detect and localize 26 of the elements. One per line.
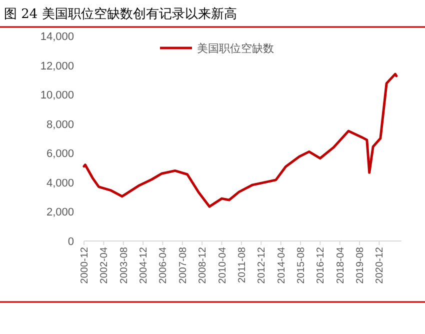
x-tick-label: 2000-12 (80, 246, 90, 284)
legend-label: 美国职位空缺数 (197, 42, 274, 55)
x-tick-label: 2015-08 (296, 246, 307, 284)
y-tick-label: 6,000 (46, 148, 74, 160)
x-tick-label: 2016-12 (316, 246, 327, 284)
chart-title: 图 24 美国职位空缺数创有记录以来新高 (4, 6, 237, 22)
x-tick-label: 2002-04 (99, 246, 110, 284)
y-tick-label: 4,000 (46, 177, 74, 190)
x-tick-label: 2007-08 (178, 246, 189, 284)
x-tick-label: 2018-04 (335, 246, 346, 284)
x-tick-label: 2011-08 (236, 246, 248, 283)
x-tick-label: 2003-08 (118, 246, 130, 284)
y-tick-label: 8,000 (46, 118, 74, 131)
x-tick-label: 2014-04 (276, 246, 288, 284)
x-tick-label: 2008-12 (198, 246, 209, 284)
x-tick-label: 2020-12 (374, 246, 386, 284)
x-tick-label: 2006-04 (158, 246, 170, 284)
x-tick-label: 2019-08 (355, 246, 366, 284)
x-tick-label: 2004-12 (138, 246, 150, 284)
y-tick-label: 0 (68, 236, 74, 248)
y-tick-label: 2,000 (46, 206, 74, 219)
x-tick-label: 2012-12 (256, 246, 268, 284)
y-tick-label: 10,000 (40, 90, 74, 102)
y-tick-label: 12,000 (40, 60, 74, 72)
y-tick-label: 14,000 (40, 31, 74, 43)
x-tick-label: 2010-04 (217, 246, 228, 284)
